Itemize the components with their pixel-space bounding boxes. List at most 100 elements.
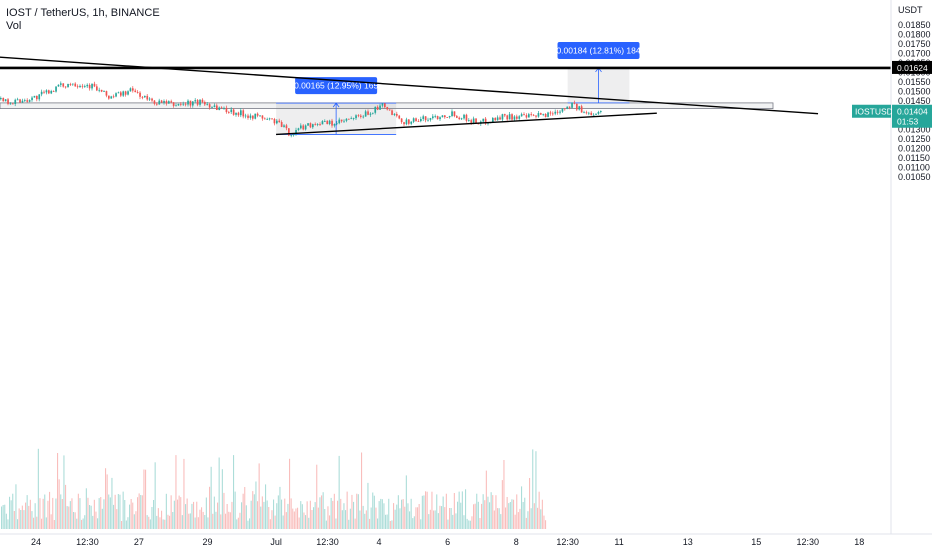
volume-bar	[66, 506, 68, 529]
price-tick-label: 0.01200	[898, 144, 931, 154]
volume-bar	[7, 519, 9, 529]
volume-bar	[484, 500, 486, 529]
candle-body	[302, 125, 305, 130]
measure-label: 0.00165 (12.95%) 165	[294, 81, 378, 91]
volume-bar	[466, 518, 468, 529]
volume-bar	[450, 508, 452, 529]
candle-body	[444, 115, 446, 118]
volume-bar	[300, 501, 302, 529]
volume-bar	[287, 503, 289, 529]
volume-bar	[492, 495, 494, 529]
volume-bar	[55, 498, 57, 529]
time-tick-label: 13	[683, 537, 693, 547]
volume-bar	[116, 509, 118, 529]
volume-bar	[349, 508, 351, 529]
volume-bar	[412, 518, 414, 529]
time-axis[interactable]: 24 12:30 27 29 Jul 12:30 4 6 8 12:30 11 13 15 12:30 18	[31, 537, 864, 547]
candle-body	[144, 95, 146, 98]
volume-bar	[509, 502, 511, 529]
volume-bar	[402, 499, 404, 529]
volume-bar	[1, 506, 3, 529]
volume-bar	[210, 466, 212, 529]
volume-bar	[511, 499, 513, 529]
candle-body	[309, 123, 312, 128]
volume-bar	[279, 486, 281, 529]
candle-body	[48, 90, 50, 94]
price-axis[interactable]: 0.018500.018000.017500.017000.016500.016…	[0, 0, 932, 535]
volume-bar	[92, 515, 94, 529]
candle-body	[504, 114, 506, 116]
volume-bar	[385, 514, 387, 529]
volume-bar	[47, 500, 49, 529]
candle-body	[386, 107, 389, 110]
candle-body	[484, 118, 487, 124]
candle-body	[292, 134, 295, 136]
volume-bar	[53, 520, 55, 529]
candle-body	[124, 91, 127, 95]
volume-bar	[289, 458, 291, 529]
volume-bar	[389, 521, 391, 529]
volume-bar	[377, 518, 379, 529]
candle-body	[182, 103, 185, 105]
candle-body	[256, 113, 259, 116]
volume-bar	[301, 504, 303, 529]
volume-bar	[386, 514, 388, 529]
volume-bar	[298, 517, 300, 529]
candle-body	[96, 86, 98, 91]
volume-bar	[297, 507, 299, 529]
candle-body	[331, 120, 333, 126]
volume-bar	[175, 455, 177, 529]
volume-bar	[117, 494, 119, 529]
symbol-title: IOST / TetherUS, 1h, BINANCE	[6, 7, 160, 19]
volume-bar	[164, 519, 166, 529]
candle-body	[235, 112, 237, 115]
volume-bar	[159, 517, 161, 529]
volume-bar	[135, 511, 137, 529]
candle-body	[69, 84, 72, 85]
volume-bar	[351, 494, 353, 529]
candle-body	[156, 103, 158, 105]
volume-bar	[445, 493, 447, 529]
trendlines[interactable]	[0, 52, 891, 136]
volume-bar	[196, 501, 198, 529]
volume-bar	[489, 502, 491, 529]
volume-bar	[393, 503, 395, 529]
candle-body	[393, 113, 396, 115]
volume-bar	[452, 514, 454, 529]
candle-body	[400, 118, 403, 123]
volume-bar	[223, 492, 225, 529]
candle-body	[7, 99, 9, 104]
volume-bar	[145, 469, 147, 529]
volume-bar	[213, 496, 215, 529]
volume-bar	[506, 497, 508, 529]
candle-body	[448, 116, 451, 118]
candle-body	[40, 91, 43, 95]
candle-body	[228, 112, 230, 113]
candle-body	[314, 124, 317, 125]
volume-bar	[119, 494, 121, 529]
volume-bar	[409, 511, 411, 529]
volume-bar	[505, 507, 507, 529]
volume-bar	[397, 495, 399, 529]
volume-bar	[169, 515, 171, 529]
time-tick-label: 12:30	[76, 537, 99, 547]
volume-bar	[85, 488, 87, 529]
volume-bar	[370, 507, 372, 529]
time-tick-label: 6	[445, 537, 450, 547]
volume-bar	[373, 495, 375, 529]
candle-body	[211, 107, 213, 108]
volume-bar	[249, 518, 251, 529]
volume-bar	[140, 495, 142, 529]
volume-bar	[25, 502, 27, 529]
candle-body	[108, 95, 110, 99]
candle-body	[410, 121, 413, 124]
volume-bar	[220, 514, 222, 529]
volume-bar	[309, 500, 311, 529]
candle-body	[477, 123, 480, 125]
volume-bar	[188, 513, 190, 529]
volume-bar	[317, 507, 319, 529]
volume-bar	[525, 517, 527, 529]
candle-body	[201, 99, 204, 103]
volume-bar	[172, 512, 174, 529]
